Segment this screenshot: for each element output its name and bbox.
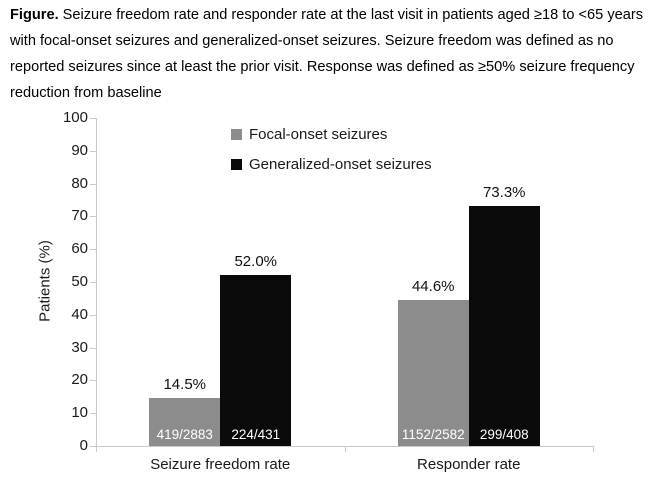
y-tick-mark bbox=[90, 314, 97, 316]
bar-count-label: 299/408 bbox=[479, 426, 529, 442]
bar-count-label: 1152/2582 bbox=[401, 426, 465, 442]
y-tick-mark bbox=[90, 150, 97, 152]
figure-caption: Figure. Seizure freedom rate and responde… bbox=[10, 2, 648, 106]
y-tick-mark bbox=[90, 446, 97, 447]
y-tick-mark bbox=[90, 118, 97, 119]
y-tick-label: 0 bbox=[79, 437, 88, 454]
x-tick-mark bbox=[96, 447, 97, 452]
x-tick-mark bbox=[344, 447, 346, 452]
y-tick-mark bbox=[90, 249, 97, 251]
y-tick-label: 20 bbox=[71, 371, 88, 389]
legend-item-generalized-onset: Generalized-onset seizures bbox=[231, 156, 432, 173]
caption-label: Figure. bbox=[10, 7, 59, 23]
bar-value-label: 73.3% bbox=[482, 183, 526, 201]
y-tick-label: 10 bbox=[71, 404, 88, 422]
bar-count-label: 224/431 bbox=[231, 426, 281, 442]
y-tick-label: 40 bbox=[71, 305, 88, 323]
legend-swatch-focal-onset bbox=[231, 129, 242, 140]
y-tick-label: 90 bbox=[71, 141, 88, 159]
y-tick-label: 60 bbox=[71, 240, 88, 258]
legend-label-focal-onset: Focal-onset seizures bbox=[249, 126, 388, 143]
y-tick-label: 70 bbox=[71, 207, 88, 225]
category-label-responder-rate: Responder rate bbox=[417, 456, 521, 473]
x-axis-line bbox=[96, 446, 594, 447]
bar-focal-onset-seizures-seizure-freedom-rate: 419/2883 bbox=[149, 398, 221, 446]
y-tick-mark bbox=[90, 282, 97, 283]
y-tick-mark bbox=[90, 347, 97, 349]
legend: Focal-onset seizures Generalized-onset s… bbox=[231, 126, 432, 173]
y-tick-label: 30 bbox=[71, 338, 88, 356]
bar-generalized-onset-seizures-responder-rate: 299/408 bbox=[468, 205, 540, 446]
y-tick-mark bbox=[90, 216, 97, 218]
bar-count-label: 419/2883 bbox=[156, 426, 213, 442]
bar-generalized-onset-seizures-seizure-freedom-rate: 224/431 bbox=[220, 275, 292, 446]
category-label-seizure-freedom-rate: Seizure freedom rate bbox=[150, 456, 291, 473]
y-tick-label: 100 bbox=[62, 109, 88, 126]
y-tick-label: 80 bbox=[71, 174, 88, 192]
bar-value-label: 14.5% bbox=[163, 376, 207, 394]
y-tick-mark bbox=[90, 183, 97, 185]
x-tick-mark bbox=[593, 447, 594, 452]
bar-value-label: 44.6% bbox=[411, 277, 455, 295]
y-tick-mark bbox=[90, 413, 97, 415]
legend-item-focal-onset: Focal-onset seizures bbox=[231, 126, 432, 143]
y-tick-mark bbox=[90, 380, 97, 382]
bar-value-label: 52.0% bbox=[234, 253, 278, 271]
bar-focal-onset-seizures-responder-rate: 1152/2582 bbox=[397, 299, 469, 446]
y-tick-label: 50 bbox=[71, 273, 88, 290]
legend-label-generalized-onset: Generalized-onset seizures bbox=[249, 156, 432, 173]
caption-text: Seizure freedom rate and responder rate … bbox=[10, 7, 644, 101]
legend-swatch-generalized-onset bbox=[231, 159, 242, 170]
